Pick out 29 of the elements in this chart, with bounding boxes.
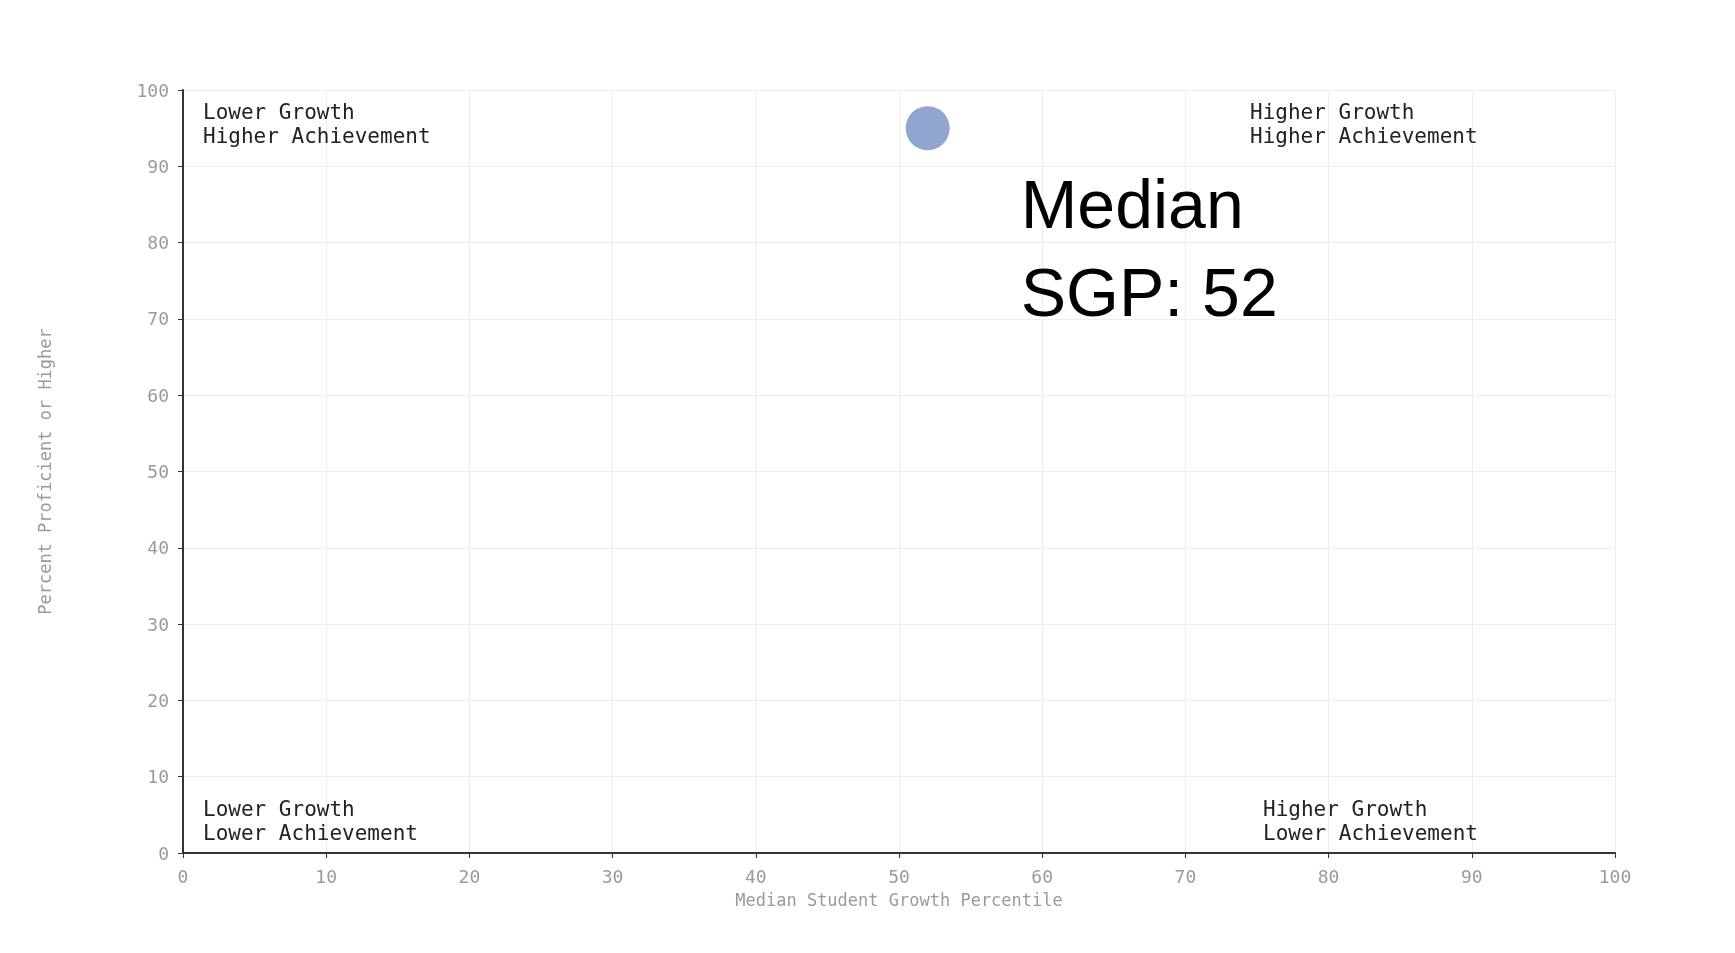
annotation: Lower Growth Lower Achievement bbox=[203, 797, 418, 845]
annotation: Higher Growth Lower Achievement bbox=[1263, 797, 1478, 845]
y-tick-label: 30 bbox=[147, 613, 169, 635]
y-tick-label: 50 bbox=[147, 461, 169, 482]
y-tick-label: 70 bbox=[147, 308, 169, 330]
y-tick-label: 20 bbox=[147, 689, 169, 711]
y-tick-label: 80 bbox=[147, 232, 169, 254]
x-tick-label: 90 bbox=[1460, 865, 1483, 887]
y-tick-label: 100 bbox=[136, 79, 169, 101]
x-tick-label: 40 bbox=[744, 865, 767, 887]
y-tick-label: 90 bbox=[147, 155, 169, 177]
x-tick-label: 0 bbox=[177, 865, 189, 887]
x-tick-label: 60 bbox=[1031, 865, 1054, 887]
annotation: Lower Growth Higher Achievement bbox=[203, 100, 431, 148]
annotation: Median SGP: 52 bbox=[1020, 166, 1278, 330]
y-axis-title: Percent Proficient or Higher bbox=[34, 328, 55, 615]
x-tick-label: 70 bbox=[1174, 865, 1197, 887]
x-axis-title: Median Student Growth Percentile bbox=[735, 889, 1063, 910]
x-tick-label: 80 bbox=[1317, 865, 1340, 887]
y-tick-label: 0 bbox=[158, 842, 169, 864]
y-tick-label: 60 bbox=[147, 384, 169, 406]
x-tick-label: 10 bbox=[315, 865, 338, 887]
x-tick-label: 20 bbox=[458, 865, 481, 887]
annotation: Higher Growth Higher Achievement bbox=[1250, 100, 1478, 148]
x-tick-label: 100 bbox=[1598, 865, 1632, 887]
y-tick-label: 40 bbox=[147, 537, 169, 559]
x-tick-label: 50 bbox=[888, 865, 910, 887]
x-tick-label: 30 bbox=[601, 865, 624, 887]
y-tick-label: 10 bbox=[147, 766, 169, 788]
